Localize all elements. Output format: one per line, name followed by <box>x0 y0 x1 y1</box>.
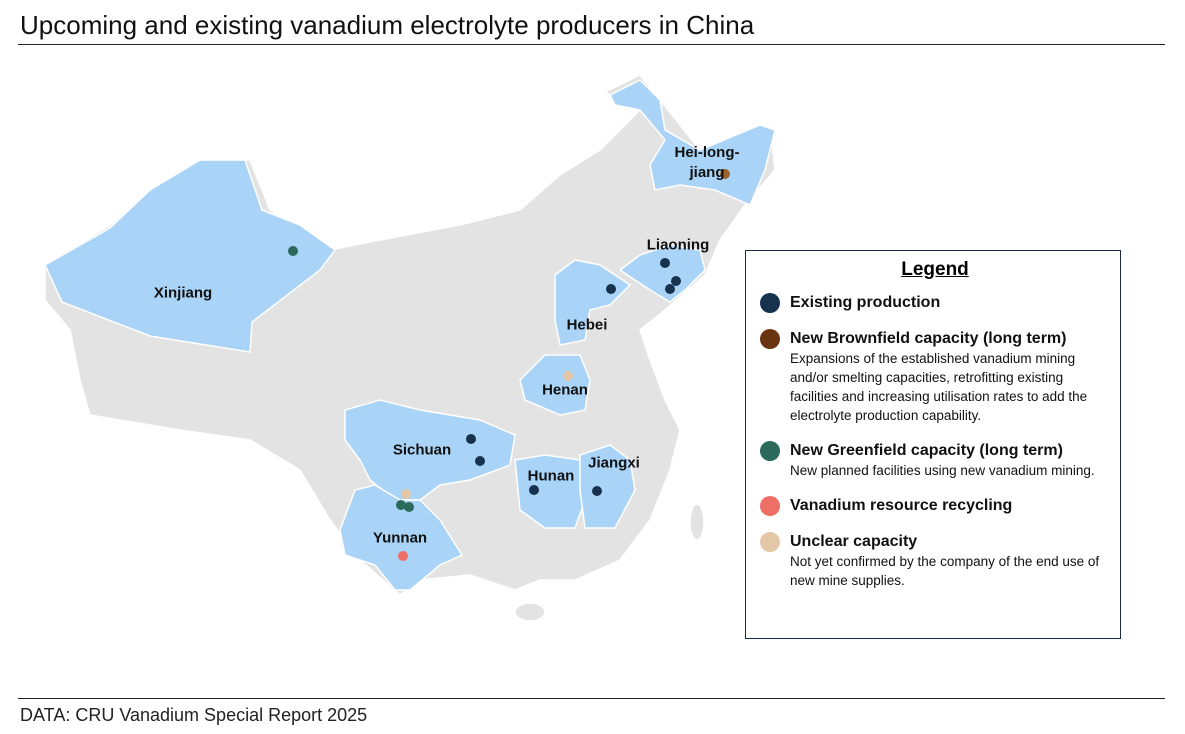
legend-label: Unclear capacity <box>790 533 918 550</box>
site-dot <box>396 500 406 510</box>
site-dot <box>660 258 670 268</box>
legend-items: Existing production New Brownfield capaci… <box>760 293 1110 590</box>
province-label: Jiangxi <box>588 454 640 472</box>
province-label: Henan <box>542 381 588 399</box>
legend-item: Existing production <box>760 293 1110 313</box>
province-label: Hei-long-jiang <box>674 144 740 181</box>
bottom-rule <box>18 698 1165 699</box>
legend-description: New planned facilities using new vanadiu… <box>790 463 1095 478</box>
province-label: Xinjiang <box>153 284 213 302</box>
hunan <box>514 454 586 529</box>
site-dot <box>288 246 298 256</box>
title: Upcoming and existing vanadium electroly… <box>20 10 755 40</box>
site-dot <box>592 486 602 496</box>
heilongjiang <box>608 79 776 206</box>
site-dot <box>563 371 573 381</box>
province-label: Sichuan <box>392 441 452 459</box>
legend-label: New Brownfield capacity (long term) <box>790 330 1067 347</box>
legend-label: Vanadium resource recycling <box>790 497 1013 514</box>
legend-item: New Brownfield capacity (long term) Expan… <box>760 329 1110 425</box>
legend-item: Unclear capacity Not yet confirmed by the… <box>760 532 1110 590</box>
hebei <box>554 259 632 346</box>
sichuan <box>344 399 516 501</box>
xinjiang <box>44 159 337 353</box>
legend-title: Legend <box>901 259 969 280</box>
legend-label: New Greenfield capacity (long term) <box>790 442 1063 459</box>
legend-item: Vanadium resource recycling <box>760 496 1110 516</box>
legend-dot <box>760 293 780 313</box>
henan <box>519 354 591 416</box>
site-dot <box>404 502 414 512</box>
legend-dot <box>760 532 780 552</box>
site-dot <box>529 485 539 495</box>
site-dot <box>401 489 411 499</box>
site-dot <box>606 284 616 294</box>
site-dot <box>398 551 408 561</box>
legend-description: Not yet confirmed by the company of the … <box>790 554 1100 588</box>
legend-dot <box>760 496 780 516</box>
legend-description: Expansions of the established vanadium m… <box>790 351 1088 423</box>
liaoning <box>618 244 706 303</box>
site-dot <box>720 169 730 179</box>
province-label: Hunan <box>527 467 575 485</box>
yunnan <box>339 484 464 591</box>
site-markers <box>288 169 730 561</box>
province-label: Hebei <box>566 316 608 334</box>
legend: Legend Existing production New Brownfield… <box>745 250 1121 639</box>
top-rule <box>18 44 1165 45</box>
site-dot <box>671 276 681 286</box>
province-label: Liaoning <box>646 236 710 254</box>
province-label: Yunnan <box>372 529 428 547</box>
taiwan <box>689 503 705 541</box>
source: DATA: CRU Vanadium Special Report 2025 <box>20 705 368 725</box>
site-dot <box>665 284 675 294</box>
legend-dot <box>760 441 780 461</box>
hainan <box>514 602 546 622</box>
legend-item: New Greenfield capacity (long term) New p… <box>760 441 1110 480</box>
jiangxi <box>579 444 636 529</box>
site-dot <box>475 456 485 466</box>
legend-label: Existing production <box>790 294 941 311</box>
site-dot <box>466 434 476 444</box>
legend-dot <box>760 329 780 349</box>
